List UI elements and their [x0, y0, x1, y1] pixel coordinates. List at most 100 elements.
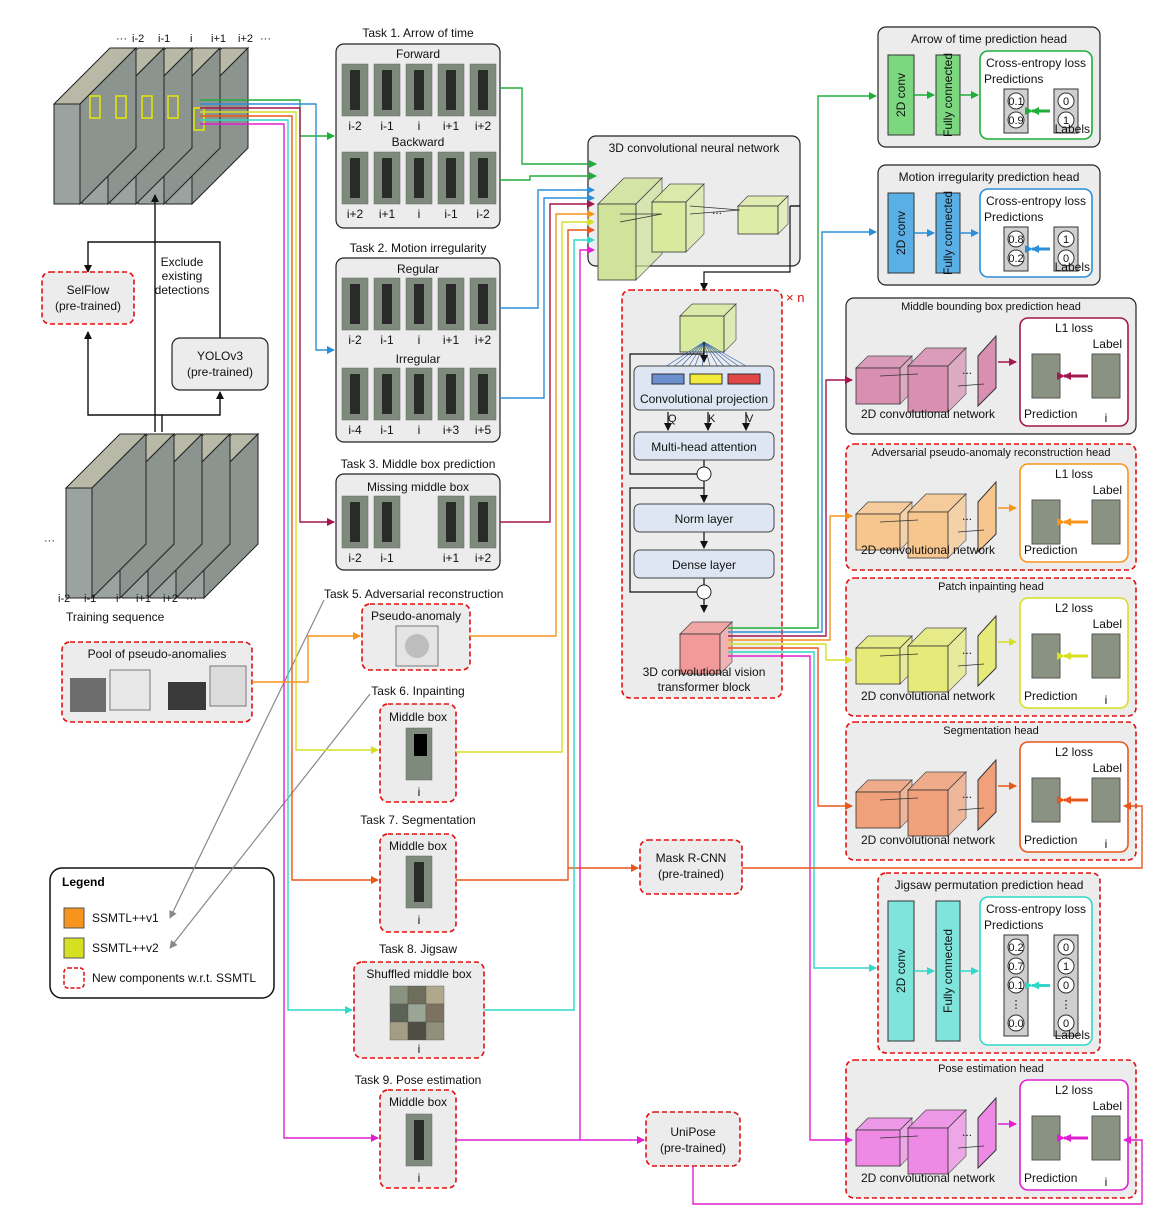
label-value: 0	[1063, 96, 1069, 108]
svg-text:2D conv: 2D conv	[894, 211, 908, 255]
svg-text:2D conv: 2D conv	[894, 949, 908, 993]
svg-text:Fully connected: Fully connected	[941, 191, 955, 275]
svg-text:(pre-trained): (pre-trained)	[660, 1141, 726, 1155]
svg-text:i: i	[1105, 693, 1108, 707]
svg-text:Task 5. Adversarial reconstruc: Task 5. Adversarial reconstruction	[324, 587, 503, 601]
svg-text:Task 6. Inpainting: Task 6. Inpainting	[371, 684, 464, 698]
label-value: 0	[1063, 253, 1069, 265]
svg-text:Predictions: Predictions	[984, 918, 1043, 932]
svg-text:SelFlow: SelFlow	[67, 283, 110, 297]
svg-text:SSMTL++v2: SSMTL++v2	[92, 941, 159, 955]
legend-swatch-new	[63, 967, 85, 989]
svg-text:i: i	[418, 913, 421, 927]
conv2d-cube	[907, 493, 967, 559]
frame-label: i-1	[158, 33, 170, 45]
thumbnail-label: i-1	[380, 423, 394, 437]
pseudo-anomaly-pool: Pool of pseudo-anomalies	[61, 641, 253, 723]
prediction-value: 0.1	[1008, 96, 1023, 108]
svg-text:Task 9. Pose estimation: Task 9. Pose estimation	[355, 1073, 482, 1087]
frame-label: ···	[186, 593, 197, 605]
frame-label: i+1	[211, 33, 226, 45]
svg-text:New components w.r.t. SSMTL: New components w.r.t. SSMTL	[92, 971, 256, 985]
connectors	[200, 87, 1143, 1205]
svg-text:Dense layer: Dense layer	[672, 558, 736, 572]
exclude-detections-label: Exclude existing detections	[155, 255, 210, 297]
seg-head: Segmentation head... 2D convolutional net…	[845, 721, 1137, 861]
svg-text:YOLOv3: YOLOv3	[197, 349, 243, 363]
thumbnail-label: i-1	[444, 207, 458, 221]
pose-head: Pose estimation head... 2D convolutional …	[845, 1059, 1137, 1199]
svg-text:Labels: Labels	[1055, 1028, 1090, 1042]
thumbnail-label: i-2	[348, 551, 362, 565]
thumbnail-label: i	[418, 207, 421, 221]
svg-text:Pool of pseudo-anomalies: Pool of pseudo-anomalies	[88, 647, 227, 661]
thumbnail-label: i-2	[348, 333, 362, 347]
aot-head: Arrow of time prediction head 2D conv Full…	[877, 26, 1101, 148]
conv2d-cube	[855, 635, 913, 685]
conv3d-cube	[651, 183, 705, 253]
conv3d-cube	[737, 195, 789, 235]
thumbnail-label: i+1	[443, 333, 460, 347]
prediction-value: 0.1	[1008, 980, 1023, 992]
svg-text:Label: Label	[1093, 617, 1122, 631]
conv2d-cube	[907, 347, 967, 413]
thumbnail-label: i+2	[347, 207, 364, 221]
svg-text:Middle bounding box prediction: Middle bounding box prediction head	[901, 301, 1081, 313]
pipeline-arrows	[84, 194, 224, 432]
label-value: 0	[1063, 980, 1069, 992]
mi-head: Motion irregularity prediction head 2D co…	[877, 164, 1101, 286]
conv2d-cube	[907, 771, 967, 837]
svg-text:Legend: Legend	[62, 875, 105, 889]
svg-text:Multi-head attention: Multi-head attention	[651, 440, 756, 454]
task5-panel: Task 5. Adversarial reconstruction Pseud…	[324, 587, 503, 671]
conv2d-cube	[855, 1117, 913, 1167]
svg-text:Label: Label	[1093, 337, 1122, 351]
detection-box	[115, 95, 127, 119]
svg-text:L1 loss: L1 loss	[1055, 467, 1093, 481]
frame-label: i+2	[238, 33, 253, 45]
thumbnail-label: i	[418, 119, 421, 133]
svg-text:i: i	[1105, 411, 1108, 425]
frame-label: i-1	[84, 593, 96, 605]
svg-text:Backward: Backward	[392, 135, 445, 149]
svg-text:Label: Label	[1093, 483, 1122, 497]
svg-text:Norm layer: Norm layer	[675, 512, 734, 526]
mbb-head: Middle bounding box prediction head... 2D…	[845, 297, 1137, 435]
svg-text:L2 loss: L2 loss	[1055, 745, 1093, 759]
thumbnail-label: i+1	[443, 551, 460, 565]
svg-text:...: ...	[962, 1125, 972, 1139]
label-value: 0	[1063, 1018, 1069, 1030]
prediction-value: 0.2	[1008, 253, 1023, 265]
svg-text:Convolutional projection: Convolutional projection	[640, 392, 768, 406]
svg-text:Segmentation head: Segmentation head	[943, 725, 1038, 737]
svg-text:Cross-entropy loss: Cross-entropy loss	[986, 56, 1086, 70]
svg-text:...: ...	[962, 363, 972, 377]
svg-text:i: i	[418, 1042, 421, 1056]
task9-panel: Task 9. Pose estimation Middle box i	[355, 1073, 482, 1189]
transformer-output-cube	[679, 621, 733, 675]
svg-text:L2 loss: L2 loss	[1055, 1083, 1093, 1097]
svg-text:Motion irregularity prediction: Motion irregularity prediction head	[899, 170, 1080, 184]
svg-text:2D convolutional network: 2D convolutional network	[861, 833, 996, 847]
frame-label: i+2	[163, 593, 178, 605]
label-value: ⋮	[1061, 999, 1072, 1011]
svg-text:...: ...	[962, 787, 972, 801]
svg-text:Label: Label	[1093, 761, 1122, 775]
svg-text:Predictions: Predictions	[984, 210, 1043, 224]
svg-text:2D convolutional network: 2D convolutional network	[861, 407, 996, 421]
svg-text:Middle box: Middle box	[389, 1095, 447, 1109]
svg-text:× n: × n	[786, 290, 804, 305]
yolo-box: YOLOv3 (pre-trained)	[171, 337, 269, 391]
frame-label: i	[190, 33, 192, 45]
svg-text:Exclude: Exclude	[161, 255, 204, 269]
frame-label: i	[116, 593, 118, 605]
thumbnail-label: i	[418, 333, 421, 347]
conv2d-cube	[907, 627, 967, 693]
svg-text:Forward: Forward	[396, 47, 440, 61]
video-frame	[64, 432, 148, 600]
legend: Legend SSMTL++v1 SSMTL++v2 New component…	[49, 867, 275, 999]
svg-text:3D convolutional vision: 3D convolutional vision	[643, 665, 766, 679]
svg-text:(pre-trained): (pre-trained)	[55, 299, 121, 313]
svg-text:Predictions: Predictions	[984, 72, 1043, 86]
svg-text:Task 2. Motion irregularity: Task 2. Motion irregularity	[350, 241, 487, 255]
